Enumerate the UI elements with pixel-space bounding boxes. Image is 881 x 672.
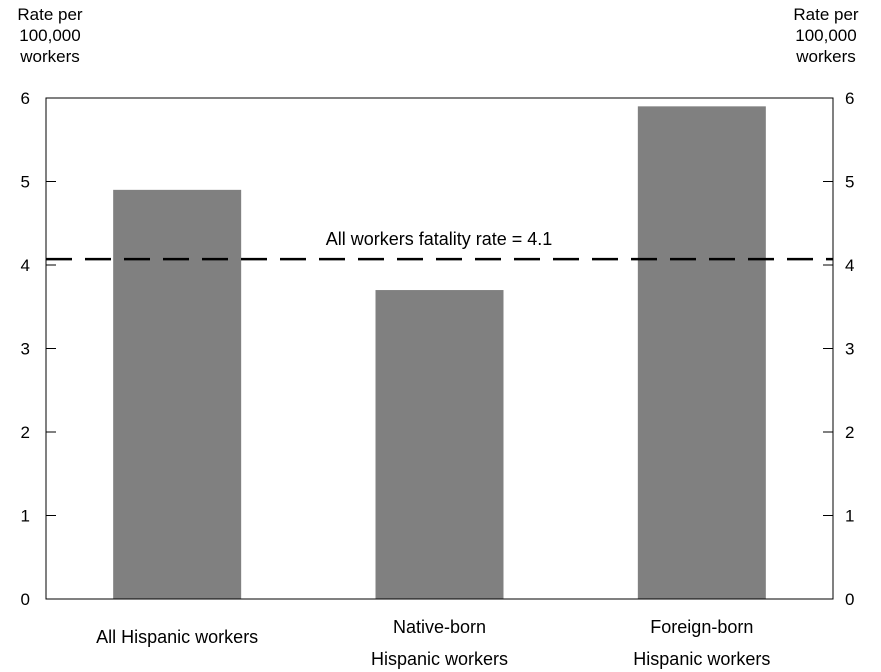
reference-line-layer: All workers fatality rate = 4.1 bbox=[46, 229, 833, 261]
y-axis-label-left: Rate per 100,000 workers bbox=[17, 5, 83, 66]
x-tick-label-1-1: Hispanic workers bbox=[371, 649, 508, 669]
tick-label-right-4: 4 bbox=[845, 256, 854, 275]
tick-label-left-4: 4 bbox=[21, 256, 30, 275]
bar-1 bbox=[375, 290, 504, 599]
tick-label-left-3: 3 bbox=[21, 340, 30, 359]
ticks-layer: 0 0 1 1 2 2 3 3 4 4 5 5 6 6 bbox=[21, 89, 855, 609]
bar-0 bbox=[113, 189, 242, 599]
tick-label-left-2: 2 bbox=[21, 423, 30, 442]
y-axis-label-right: Rate per 100,000 workers bbox=[793, 5, 859, 66]
x-tick-label-2-0: Foreign-born bbox=[650, 617, 753, 637]
tick-label-left-5: 5 bbox=[21, 173, 30, 192]
bar-2 bbox=[637, 106, 766, 599]
x-tick-label-2-1: Hispanic workers bbox=[633, 649, 770, 669]
x-tick-label-1-0: Native-born bbox=[393, 617, 486, 637]
tick-label-right-0: 0 bbox=[845, 590, 854, 609]
x-labels-layer: All Hispanic workers Native-born Hispanic … bbox=[96, 617, 770, 669]
tick-label-left-6: 6 bbox=[21, 89, 30, 108]
reference-line-label: All workers fatality rate = 4.1 bbox=[326, 229, 553, 249]
tick-label-right-3: 3 bbox=[845, 340, 854, 359]
tick-label-left-1: 1 bbox=[21, 507, 30, 526]
tick-label-right-2: 2 bbox=[845, 423, 854, 442]
bars-layer bbox=[113, 106, 766, 599]
tick-label-right-1: 1 bbox=[845, 507, 854, 526]
x-tick-label-0-0: All Hispanic workers bbox=[96, 627, 258, 647]
tick-label-left-0: 0 bbox=[21, 590, 30, 609]
tick-label-right-5: 5 bbox=[845, 173, 854, 192]
tick-label-right-6: 6 bbox=[845, 89, 854, 108]
